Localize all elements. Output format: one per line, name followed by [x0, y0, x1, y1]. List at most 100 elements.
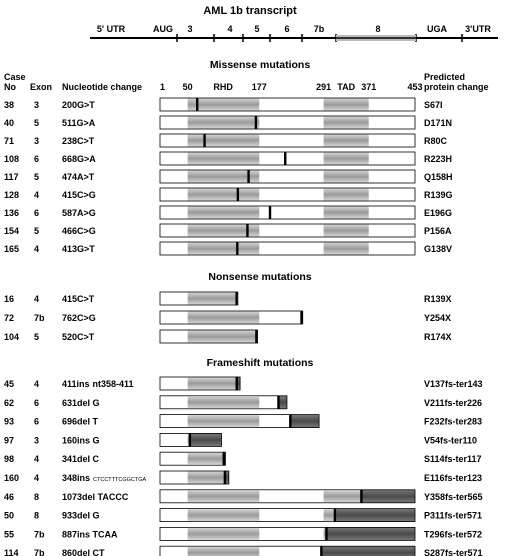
protein-change: V54fs-ter110 — [424, 435, 477, 445]
transcript-label-aug: AUG — [153, 24, 173, 34]
exon-number: 7b — [34, 529, 45, 539]
protein-change: Y254X — [424, 313, 451, 323]
case-number: 136 — [4, 208, 19, 218]
nucleotide-change: 520C>T — [62, 332, 95, 342]
rhd-domain — [187, 98, 260, 111]
mutation-row: 72 7b 762C>G Y254X — [4, 310, 451, 325]
section-title-missense: Missense mutations — [210, 59, 311, 71]
transcript-label-8: 8 — [375, 24, 380, 34]
missense-site-marker — [254, 116, 258, 129]
transcript-map: 5' UTR AUG 3 4 5 6 7b 8 UGA 3'UTR — [90, 24, 498, 42]
rhd-domain — [187, 152, 260, 165]
ruler-label-rhd: RHD — [213, 82, 233, 92]
case-number: 16 — [4, 294, 14, 304]
missense-site-marker — [236, 188, 240, 201]
transcript-label-4: 4 — [227, 24, 232, 34]
case-number: 93 — [4, 417, 14, 427]
mutation-row: 40 5 511G>A D171N — [4, 115, 452, 130]
nucleotide-change: 887ins TCAA — [62, 529, 118, 539]
ruler-label-1: 1 — [160, 82, 165, 92]
frameshift-segment — [278, 395, 288, 410]
rhd-domain — [187, 377, 237, 390]
nucleotide-change: 696del T — [62, 417, 99, 427]
section-title-nonsense: Nonsense mutations — [208, 271, 311, 283]
exon-number: 3 — [34, 136, 39, 146]
case-number: 160 — [4, 473, 19, 483]
rhd-domain — [187, 452, 224, 465]
rhd-domain — [187, 170, 260, 183]
ruler-label-177: 177 — [252, 82, 267, 92]
nucleotide-change: 668G>A — [62, 154, 96, 164]
tad-domain — [323, 224, 369, 237]
rhd-domain — [187, 311, 260, 324]
mutation-row: 160 4 348ins CTCCTTTCGGCTGA E116fs-ter123 — [4, 470, 482, 485]
case-number: 71 — [4, 136, 14, 146]
column-headers: Case No Exon Nucleotide change Predicted… — [4, 72, 489, 92]
nucleotide-change: 587A>G — [62, 208, 96, 218]
nucleotide-change: 511G>A — [62, 118, 96, 128]
mutation-row: 117 5 474A>T Q158H — [4, 169, 453, 184]
ruler-label-371: 371 — [361, 82, 376, 92]
stop-codon-marker — [235, 292, 238, 305]
rhd-domain — [187, 509, 260, 522]
frameshift-site-marker — [289, 414, 292, 428]
rhd-domain — [187, 546, 260, 556]
mutation-row: 136 6 587A>G E196G — [4, 205, 452, 220]
section-title-frameshift: Frameshift mutations — [207, 357, 314, 369]
header-protein-change: protein change — [424, 82, 489, 92]
nucleotide-change: 413G>T — [62, 244, 95, 254]
ruler-label-50: 50 — [183, 82, 193, 92]
case-number: 154 — [4, 226, 19, 236]
case-number: 97 — [4, 435, 14, 445]
case-number: 62 — [4, 398, 14, 408]
exon-number: 5 — [34, 226, 39, 236]
protein-change: G138V — [424, 244, 452, 254]
exon-number: 3 — [34, 100, 39, 110]
nucleotide-change-suffix: nt358-411 — [93, 379, 134, 389]
protein-change: R80C — [424, 136, 448, 146]
case-number: 108 — [4, 154, 19, 164]
mutation-row: 93 6 696del T F232fs-ter283 — [4, 414, 482, 429]
frameshift-segment — [289, 414, 320, 429]
mutation-row: 62 6 631del G V211fs-ter226 — [4, 395, 482, 410]
protein-change: R223H — [424, 154, 452, 164]
mutation-row: 154 5 466C>G P156A — [4, 223, 452, 238]
case-number: 40 — [4, 118, 14, 128]
protein-change: S114fs-ter117 — [424, 454, 482, 464]
nucleotide-change: 415C>G — [62, 190, 96, 200]
missense-site-marker — [196, 98, 199, 111]
protein-bar — [159, 432, 191, 447]
exon-number: 6 — [34, 208, 39, 218]
exon-number: 7b — [34, 548, 45, 556]
mutation-row: 46 8 1073del TACCC Y358fs-ter565 — [4, 489, 483, 504]
protein-change: F232fs-ter283 — [424, 417, 482, 427]
protein-change: R139X — [424, 294, 452, 304]
section-frameshift: Frameshift mutations 45 4 411ins nt358-411 V1… — [4, 357, 483, 556]
case-number: 104 — [4, 332, 19, 342]
mutation-row: 50 8 933del G P311fs-ter571 — [4, 508, 482, 523]
tad-domain — [323, 152, 369, 165]
protein-change: Y358fs-ter565 — [424, 492, 483, 502]
transcript-label-5: 5 — [254, 24, 259, 34]
transcript-label-5-utr: 5' UTR — [97, 24, 126, 34]
nucleotide-change: 411ins nt358-411 — [62, 379, 134, 389]
rhd-domain — [187, 330, 258, 343]
exon-number: 7b — [34, 313, 45, 323]
case-number: 38 — [4, 100, 14, 110]
exon-number: 8 — [34, 511, 39, 521]
frameshift-segment — [326, 527, 416, 541]
exon-number: 4 — [34, 244, 39, 254]
tad-domain — [323, 134, 369, 147]
missense-site-marker — [247, 170, 250, 183]
protein-change: P156A — [424, 226, 452, 236]
rhd-domain — [187, 206, 260, 219]
exon-number: 6 — [34, 398, 39, 408]
missense-site-marker — [203, 134, 206, 147]
nucleotide-change: 160ins G — [62, 435, 100, 445]
mutation-row: 165 4 413G>T G138V — [4, 241, 452, 256]
frameshift-site-marker — [188, 433, 192, 447]
missense-site-marker — [236, 242, 239, 255]
nucleotide-change: 860del CT — [62, 548, 105, 556]
transcript-label-uga: UGA — [427, 24, 448, 34]
rhd-domain — [187, 224, 260, 237]
